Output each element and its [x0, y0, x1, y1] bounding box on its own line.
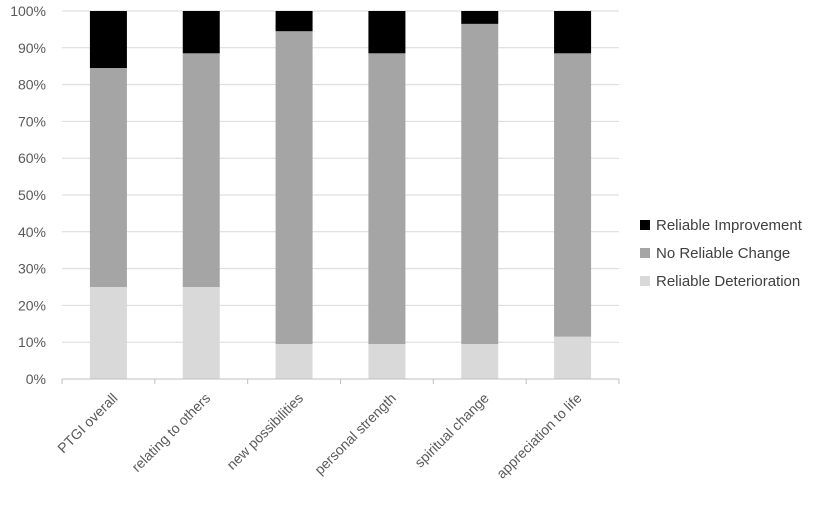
bar-segment — [275, 31, 313, 345]
bar-segment — [275, 344, 313, 379]
y-tick-label: 10% — [18, 334, 46, 350]
bar-segment — [275, 11, 313, 32]
legend-swatch — [640, 248, 650, 258]
y-tick-label: 40% — [18, 224, 46, 240]
bar-segment — [182, 287, 220, 379]
y-tick-label: 50% — [18, 187, 46, 203]
bar-segment — [368, 344, 406, 379]
bar-segment — [89, 68, 127, 287]
y-tick-label: 100% — [10, 3, 46, 19]
bar-segment — [182, 11, 220, 54]
bar-segment — [554, 53, 592, 337]
bar-segment — [554, 11, 592, 54]
x-tick-label: personal strength — [311, 390, 399, 478]
legend-swatch — [640, 276, 650, 286]
legend-label: Reliable Improvement — [656, 217, 803, 234]
legend-label: Reliable Deterioration — [656, 273, 800, 290]
y-tick-label: 60% — [18, 150, 46, 166]
bar-segment — [461, 11, 499, 24]
bars — [89, 11, 592, 379]
bar-segment — [368, 53, 406, 345]
x-tick-label: relating to others — [128, 390, 213, 475]
legend: Reliable Improvement No Reliable Change Re… — [640, 217, 803, 290]
legend-swatch — [640, 220, 650, 230]
bar-segment — [89, 287, 127, 379]
legend-label: No Reliable Change — [656, 245, 790, 262]
x-tick-label: spiritual change — [411, 390, 492, 471]
x-axis-tick-labels: PTGI overall relating to others new possib… — [54, 390, 585, 482]
bar-segment — [461, 344, 499, 379]
bar-segment — [554, 336, 592, 379]
x-tick-label: new possibilities — [223, 390, 306, 473]
y-tick-label: 20% — [18, 297, 46, 313]
bar-segment — [461, 23, 499, 345]
axes — [61, 378, 620, 384]
x-tick-label: PTGI overall — [54, 390, 120, 456]
y-tick-label: 0% — [26, 371, 46, 387]
bar-segment — [368, 11, 406, 54]
bar-segment — [89, 11, 127, 69]
x-tick-label: appreciation to life — [493, 390, 585, 482]
y-tick-label: 90% — [18, 40, 46, 56]
gridlines — [62, 10, 619, 343]
y-axis-tick-labels: 0% 10% 20% 30% 40% 50% 60% 70% 80% 90% 100% — [10, 3, 46, 387]
bar-segment — [182, 53, 220, 287]
y-tick-label: 80% — [18, 77, 46, 93]
y-tick-label: 30% — [18, 261, 46, 277]
y-tick-label: 70% — [18, 113, 46, 129]
